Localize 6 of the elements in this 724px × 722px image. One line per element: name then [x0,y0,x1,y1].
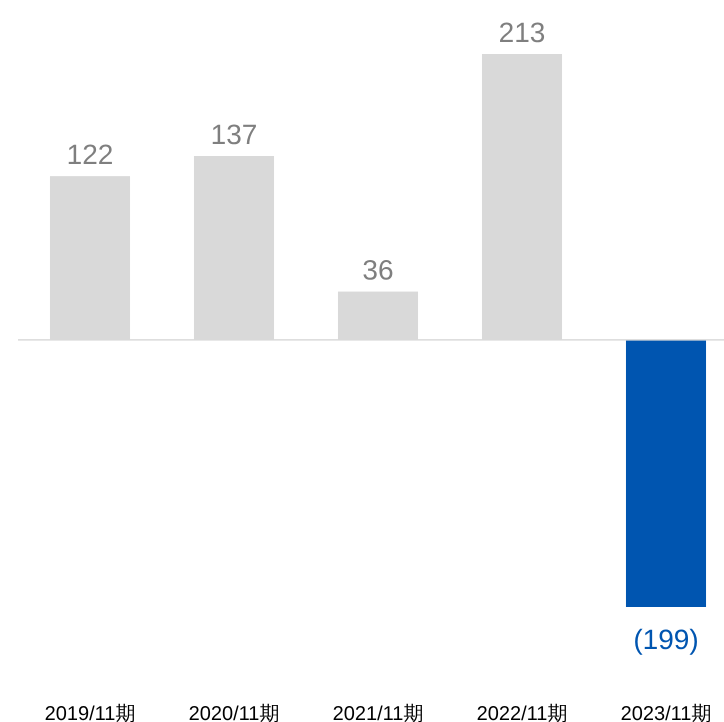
data-label: 36 [362,254,394,286]
bar [626,340,706,607]
data-label: 137 [210,119,258,150]
data-label: (199) [633,624,699,655]
data-label: 122 [66,139,114,170]
data-label: 213 [498,17,546,48]
